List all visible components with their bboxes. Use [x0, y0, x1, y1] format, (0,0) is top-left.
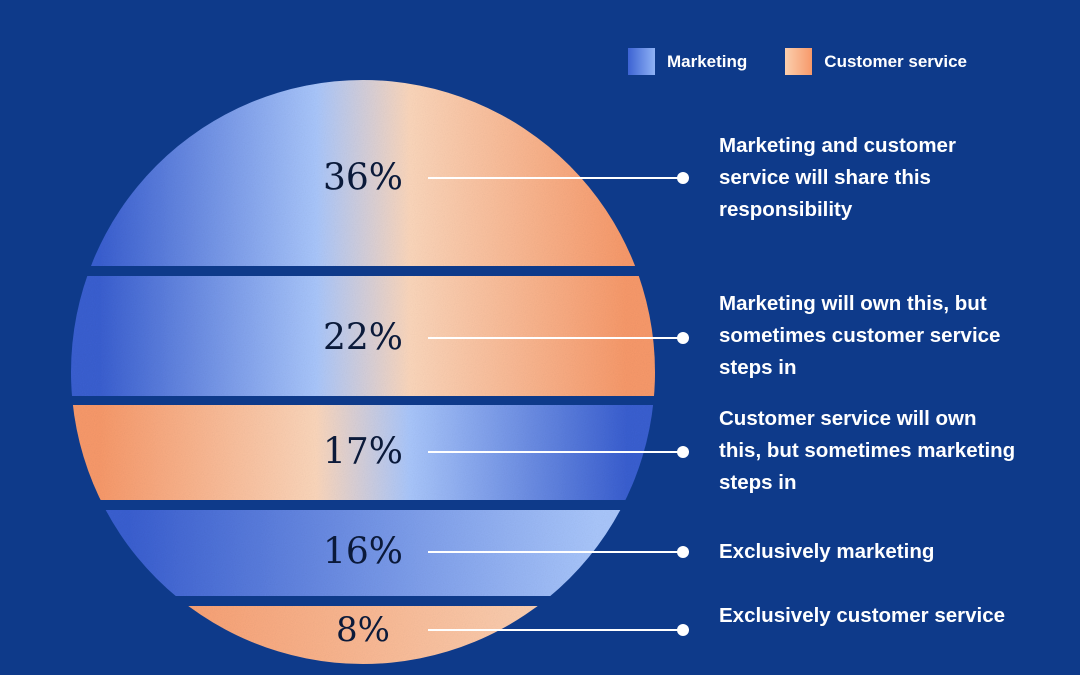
band-2 [71, 276, 655, 396]
percent-label-4: 16% [323, 532, 403, 573]
description-band-1: Marketing and customer service will shar… [719, 134, 956, 221]
leader-dot-3 [677, 446, 689, 458]
legend-label-marketing: Marketing [667, 51, 748, 71]
description-band-3: Customer service will own this, but some… [719, 407, 1016, 494]
legend-item-customer-service: Customer service [785, 48, 967, 75]
percent-label-5: 8% [336, 610, 390, 650]
legend: Marketing Customer service [628, 48, 1005, 75]
percent-labels: 36% 22% 17% 16% 8% [323, 158, 403, 651]
leader-dot-4 [677, 546, 689, 558]
description-band-5: Exclusively customer service [719, 604, 1006, 627]
percent-label-2: 22% [323, 318, 403, 359]
description-band-4: Exclusively marketing [719, 540, 935, 563]
description-band-2: Marketing will own this, but sometimes c… [719, 292, 1001, 379]
legend-swatch-customer-service [785, 48, 813, 75]
percent-label-1: 36% [323, 158, 403, 199]
leader-dot-1 [677, 172, 689, 184]
legend-swatch-marketing [628, 48, 655, 75]
percent-label-3: 17% [323, 432, 403, 473]
leader-lines [428, 172, 689, 636]
leader-dot-5 [677, 624, 689, 636]
leader-dot-2 [677, 332, 689, 344]
legend-item-marketing: Marketing [628, 48, 747, 75]
legend-label-customer-service: Customer service [824, 51, 967, 71]
